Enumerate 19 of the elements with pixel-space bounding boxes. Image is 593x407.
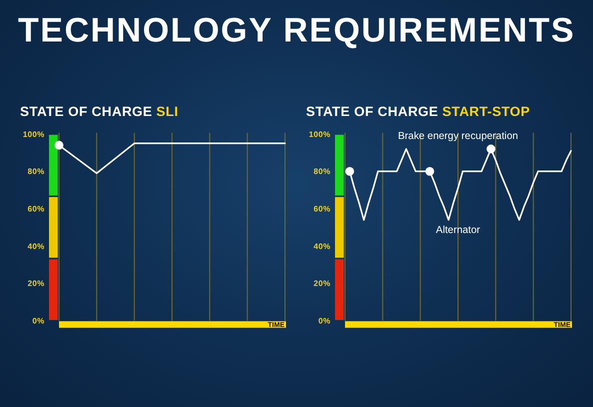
y-tick-label: 80% (314, 167, 330, 176)
y-tick-label: 0% (318, 316, 330, 326)
text: TECHNOLOGY REQUIREMENTS (18, 12, 576, 50)
chart-title: STATE OF CHARGE (20, 104, 152, 119)
y-tick-label: 0% (32, 316, 44, 326)
y-tick-label: 80% (28, 167, 44, 176)
y-tick-label: 60% (28, 204, 44, 214)
y-tick-label: 60% (314, 204, 330, 214)
chart-subtitle: SLI (156, 104, 178, 119)
y-tick-label: 40% (28, 242, 44, 251)
chart-title: STATE OF CHARGE (306, 104, 438, 119)
y-tick-label: 20% (28, 279, 44, 288)
y-tick-label: 40% (314, 242, 330, 251)
y-tick-label: 20% (314, 279, 330, 288)
chart-subtitle: START-STOP (442, 104, 530, 119)
annotation: Brake energy recuperation (398, 130, 518, 142)
y-tick-label: 100% (308, 130, 330, 139)
annotation: Alternator (436, 224, 481, 236)
y-tick-label: 100% (22, 130, 44, 139)
